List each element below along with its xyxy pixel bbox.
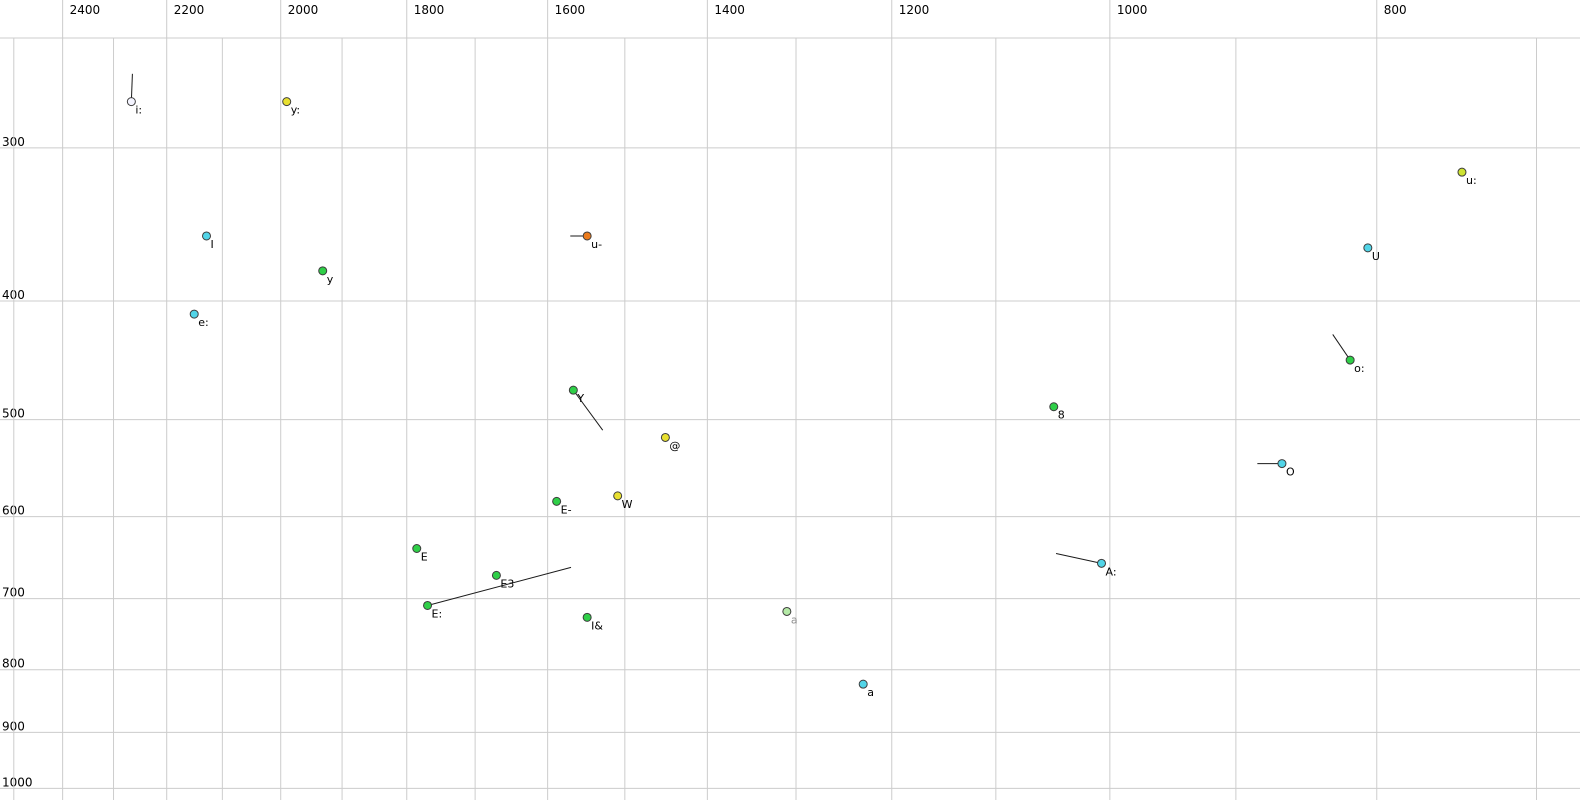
vowel-point — [282, 97, 292, 107]
vowel-point — [318, 266, 328, 276]
vowel-point — [582, 612, 592, 622]
vowel-point — [582, 231, 592, 241]
vowel-point-label: A: — [1106, 565, 1117, 578]
vowel-point-label: u- — [591, 238, 602, 251]
diphthong-tail — [130, 73, 133, 102]
vowel-point-label: a — [791, 613, 798, 626]
vowel-point — [1345, 355, 1355, 365]
vowel-point — [189, 309, 199, 319]
vowel-point-label: E- — [561, 503, 572, 516]
x-tick-label: 1200 — [899, 3, 930, 17]
diphthong-tail — [427, 566, 572, 606]
vowel-point-label: o: — [1354, 362, 1364, 375]
vowel-point-label: u: — [1466, 174, 1477, 187]
x-tick-label: 1000 — [1117, 3, 1148, 17]
vowel-point-label: E — [421, 551, 428, 564]
vowel-point — [1363, 243, 1373, 253]
vowel-point — [858, 679, 868, 689]
vowel-point-label: I — [211, 238, 214, 251]
vowel-point — [423, 600, 433, 610]
vowel-point — [568, 385, 578, 395]
vowel-point — [126, 97, 136, 107]
vowel-point — [660, 432, 670, 442]
vowel-point — [782, 606, 792, 616]
vowel-point — [202, 231, 212, 241]
vowel-point — [552, 496, 562, 506]
vowel-point-label: e: — [198, 316, 208, 329]
vowel-point — [1049, 402, 1059, 412]
diphthong-tail — [1055, 553, 1102, 564]
y-tick-label: 1000 — [2, 775, 33, 789]
x-tick-label: 1400 — [714, 3, 745, 17]
vowel-point-label: i: — [135, 104, 142, 117]
vowel-point — [491, 570, 501, 580]
vowel-point-label: 8 — [1058, 409, 1065, 422]
vowel-point-label: U — [1372, 250, 1380, 263]
x-tick-label: 2000 — [288, 3, 319, 17]
vowel-point-label: O — [1286, 466, 1295, 479]
x-tick-label: 2400 — [70, 3, 101, 17]
vowel-point — [1097, 558, 1107, 568]
vowel-point — [412, 544, 422, 554]
vowel-point-label: y — [327, 273, 334, 286]
vowel-point-label: W — [622, 498, 633, 511]
diphthong-tail — [1332, 334, 1351, 361]
diphthong-tail — [572, 389, 604, 431]
vowel-point — [1457, 167, 1467, 177]
vowel-point-label: y: — [291, 104, 300, 117]
x-tick-label: 1800 — [414, 3, 445, 17]
vowel-point — [1277, 459, 1287, 469]
vowel-point-label: @ — [669, 439, 680, 452]
x-tick-label: 2200 — [174, 3, 205, 17]
vowel-point-label: Y — [576, 392, 584, 405]
vowel-point — [613, 491, 623, 501]
x-tick-label: 1600 — [555, 3, 586, 17]
vowel-point-label: E: — [432, 607, 443, 620]
vowel-point-label: I& — [591, 619, 603, 632]
x-tick-label: 800 — [1384, 3, 1407, 17]
vowel-point-label: a — [867, 686, 874, 699]
